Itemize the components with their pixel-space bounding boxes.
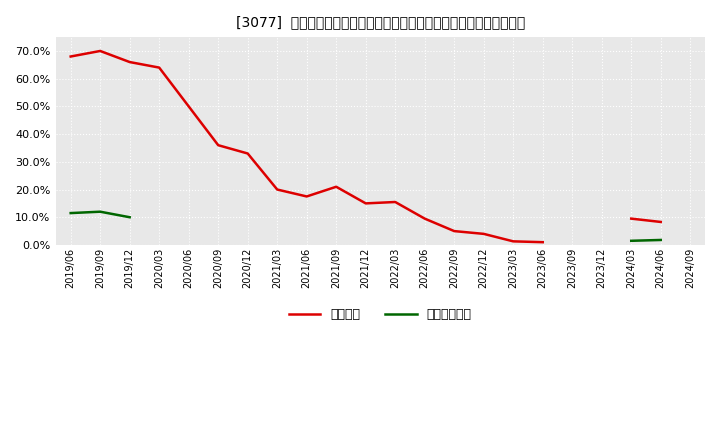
自己資本 [361, 201, 370, 206]
繰延税金資産 [125, 215, 134, 220]
自己資本 [214, 143, 222, 148]
自己資本 [66, 54, 75, 59]
自己資本 [450, 228, 459, 234]
自己資本 [391, 199, 400, 205]
自己資本 [184, 104, 193, 109]
繰延税金資産 [96, 209, 104, 214]
自己資本 [155, 65, 163, 70]
繰延税金資産 [66, 210, 75, 216]
Line: 繰延税金資産: 繰延税金資産 [71, 212, 130, 217]
自己資本 [480, 231, 488, 237]
自己資本 [243, 151, 252, 156]
Title: [3077]  自己資本、のれん、繰延税金資産の総資産に対する比率の推移: [3077] 自己資本、のれん、繰延税金資産の総資産に対する比率の推移 [236, 15, 525, 29]
自己資本 [125, 59, 134, 65]
自己資本 [539, 239, 547, 245]
Legend: 自己資本, 繰延税金資産: 自己資本, 繰延税金資産 [284, 303, 477, 326]
自己資本 [96, 48, 104, 54]
Line: 自己資本: 自己資本 [71, 51, 543, 242]
自己資本 [302, 194, 311, 199]
自己資本 [509, 239, 518, 244]
自己資本 [273, 187, 282, 192]
自己資本 [420, 216, 429, 221]
自己資本 [332, 184, 341, 189]
